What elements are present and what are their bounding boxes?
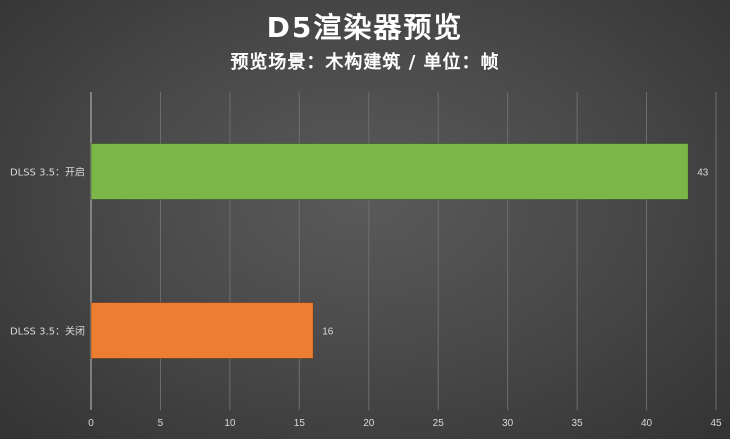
x-tick-label: 40 xyxy=(641,418,653,429)
x-tick-label: 25 xyxy=(433,418,445,429)
x-tick-label: 35 xyxy=(572,418,584,429)
x-tick-label: 0 xyxy=(88,418,94,429)
data-label: 43 xyxy=(697,168,709,179)
x-tick-label: 15 xyxy=(294,418,306,429)
x-tick-label: 20 xyxy=(363,418,375,429)
chart-title: D5渲染器预览 xyxy=(266,11,464,44)
x-tick-label: 5 xyxy=(158,418,164,429)
x-tick-label: 30 xyxy=(502,418,514,429)
x-tick-label: 45 xyxy=(710,418,722,429)
category-label: DLSS 3.5：关闭 xyxy=(10,325,85,338)
chart-subtitle: 预览场景：木构建筑 / 单位：帧 xyxy=(230,52,500,73)
category-label: DLSS 3.5：开启 xyxy=(10,166,85,179)
bar xyxy=(90,143,689,200)
bar xyxy=(90,302,314,359)
x-tick-label: 10 xyxy=(224,418,236,429)
data-label: 16 xyxy=(322,327,334,338)
